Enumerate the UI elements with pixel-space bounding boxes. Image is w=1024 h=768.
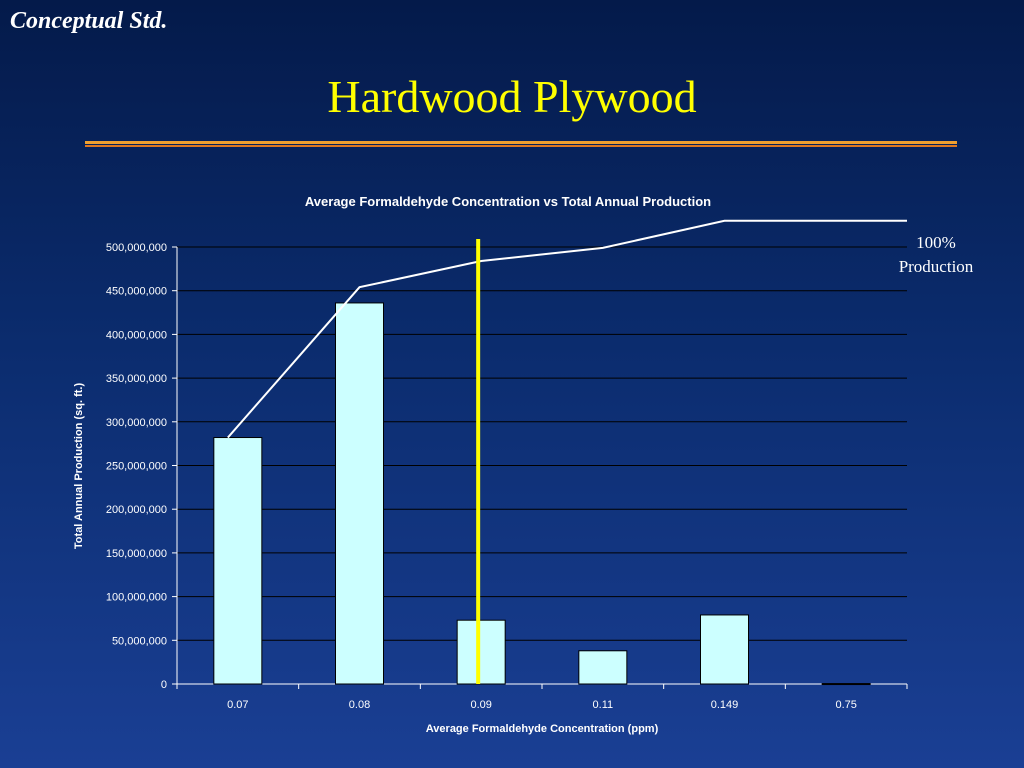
y-tick-label: 400,000,000: [106, 329, 167, 341]
y-tick-label: 450,000,000: [106, 286, 167, 298]
y-tick-label: 200,000,000: [106, 504, 167, 516]
y-tick-label: 500,000,000: [106, 242, 167, 254]
bar: [578, 650, 628, 685]
corner-label: Conceptual Std.: [10, 8, 168, 34]
x-tick-label: 0.75: [835, 699, 856, 711]
x-tick-label: 0.08: [349, 699, 370, 711]
production-annotation: 100% Production: [880, 231, 992, 279]
x-tick-label: 0.07: [227, 699, 248, 711]
chart-title: Average Formaldehyde Concentration vs To…: [305, 194, 711, 209]
y-tick-label: 0: [161, 679, 167, 691]
x-tick-label: 0.09: [470, 699, 491, 711]
gridlines: [177, 246, 907, 641]
title-rule-top: [85, 141, 957, 144]
x-axis-ticks: 0.07 0.08 0.09 0.11 0.149 0.75: [176, 684, 908, 711]
bar: [700, 614, 749, 685]
cumulative-line: [227, 219, 907, 439]
annotation-line-2: Production: [898, 257, 974, 276]
y-tick-label: 150,000,000: [106, 548, 167, 560]
y-tick-label: 100,000,000: [106, 592, 167, 604]
y-tick-label: 300,000,000: [106, 417, 167, 429]
bar: [335, 302, 384, 685]
bars: [213, 302, 871, 686]
y-tick-label: 350,000,000: [106, 373, 167, 385]
y-tick-label: 250,000,000: [106, 461, 167, 473]
y-axis-ticks: 0 50,000,000 100,000,000 150,000,000 200,000…: [106, 242, 907, 691]
slide-title: Hardwood Plywood: [327, 71, 697, 122]
bar: [456, 619, 506, 685]
annotation-line-1: 100%: [916, 233, 956, 252]
x-tick-label: 0.149: [711, 699, 739, 711]
y-axis-label: Total Annual Production (sq. ft.): [73, 383, 85, 550]
x-axis-label: Average Formaldehyde Concentration (ppm): [426, 723, 659, 735]
x-tick-label: 0.11: [593, 699, 614, 711]
bar: [213, 437, 263, 685]
title-rule-bottom: [85, 145, 957, 147]
bar: [821, 683, 871, 686]
cumulative-production-line: [227, 219, 907, 439]
y-tick-label: 50,000,000: [112, 635, 167, 647]
